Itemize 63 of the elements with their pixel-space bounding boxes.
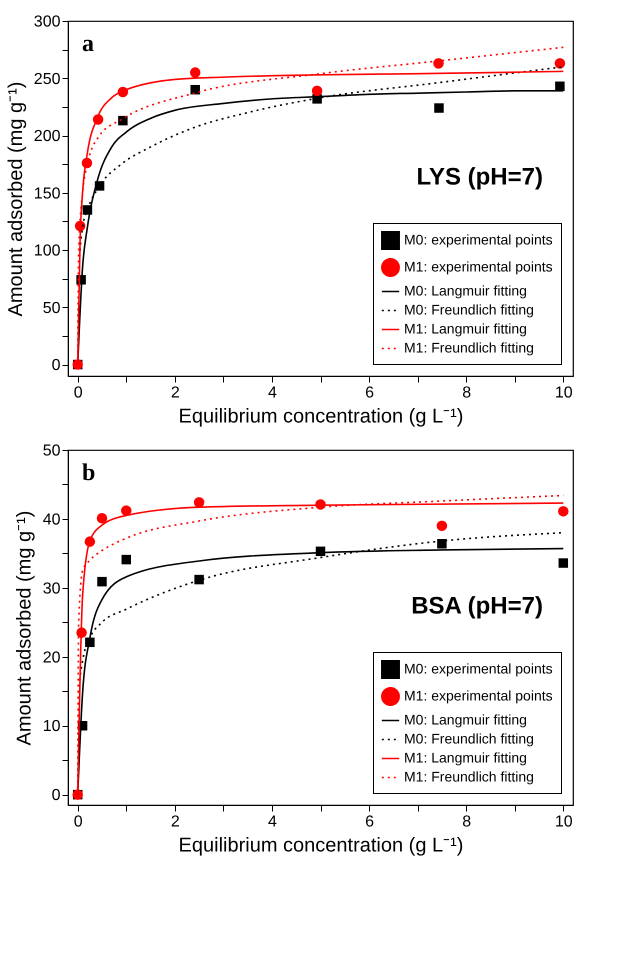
x-tick-label: 8 xyxy=(462,814,472,830)
point xyxy=(555,82,565,92)
point xyxy=(118,116,128,126)
x-axis-title: Equilibrium concentration (g L⁻¹) xyxy=(178,406,464,428)
y-tick-label: 50 xyxy=(42,300,61,317)
annotation: a xyxy=(82,31,94,57)
point xyxy=(194,574,204,584)
y-axis-title: Amount adsorbed (mg g⁻¹) xyxy=(14,510,36,746)
point xyxy=(194,497,204,508)
legend-label: M0: Langmuir fitting xyxy=(404,282,527,298)
y-tick-label: 200 xyxy=(34,128,61,146)
x-tick-label: 2 xyxy=(170,384,180,402)
annotation: b xyxy=(82,460,96,486)
legend-label: M0: Freundlich fitting xyxy=(404,302,534,318)
legend-label: M0: Freundlich fitting xyxy=(404,730,534,746)
point xyxy=(190,67,200,78)
point xyxy=(554,58,566,69)
y-tick-label: 30 xyxy=(42,580,61,598)
x-tick-label: 8 xyxy=(462,384,472,402)
legend-label: M0: experimental points xyxy=(404,232,553,248)
y-tick-label: 0 xyxy=(52,357,61,374)
x-tick-label: 6 xyxy=(365,384,374,402)
x-tick-label: 0 xyxy=(74,384,83,402)
point xyxy=(437,539,447,548)
point xyxy=(434,103,444,113)
annotation: BSA (pH=7) xyxy=(411,592,543,620)
point xyxy=(122,554,132,564)
y-tick-label: 0 xyxy=(52,787,61,804)
legend-label: M1: experimental points xyxy=(404,258,553,274)
annotation: LYS (pH=7) xyxy=(416,163,543,190)
point xyxy=(558,558,568,568)
legend-label: M1: Freundlich fitting xyxy=(404,768,534,784)
x-tick-label: 4 xyxy=(268,384,277,402)
y-tick-label: 150 xyxy=(34,185,61,202)
legend-label: M1: Langmuir fitting xyxy=(404,750,527,766)
y-tick-label: 40 xyxy=(42,511,61,528)
point xyxy=(312,86,322,96)
y-tick-label: 20 xyxy=(42,649,61,666)
y-tick-label: 100 xyxy=(34,242,61,260)
point xyxy=(190,84,200,94)
legend-label: M1: experimental points xyxy=(404,688,553,704)
y-tick-label: 10 xyxy=(42,718,61,736)
y-tick-label: 50 xyxy=(42,442,61,460)
point xyxy=(97,576,107,586)
x-tick-label: 10 xyxy=(554,384,573,402)
legend-label: M0: experimental points xyxy=(404,660,553,676)
point xyxy=(436,520,448,532)
y-tick-label: 300 xyxy=(34,14,61,30)
legend-label: M0: Langmuir fitting xyxy=(404,712,527,728)
x-tick-label: 6 xyxy=(365,814,374,830)
point xyxy=(433,58,444,69)
point xyxy=(558,506,569,517)
x-tick-label: 2 xyxy=(170,814,180,830)
y-axis-title: Amount adsorbed (mg g⁻¹) xyxy=(4,82,27,316)
x-tick-label: 10 xyxy=(554,814,573,830)
point xyxy=(121,505,132,516)
x-tick-label: 0 xyxy=(74,814,83,830)
x-tick-label: 4 xyxy=(268,814,277,830)
legend-label: M1: Freundlich fitting xyxy=(404,340,534,356)
legend-label: M1: Langmuir fitting xyxy=(404,320,527,336)
y-tick-label: 250 xyxy=(34,70,61,88)
point xyxy=(96,513,108,524)
x-axis-title: Equilibrium concentration (g L⁻¹) xyxy=(178,834,464,856)
